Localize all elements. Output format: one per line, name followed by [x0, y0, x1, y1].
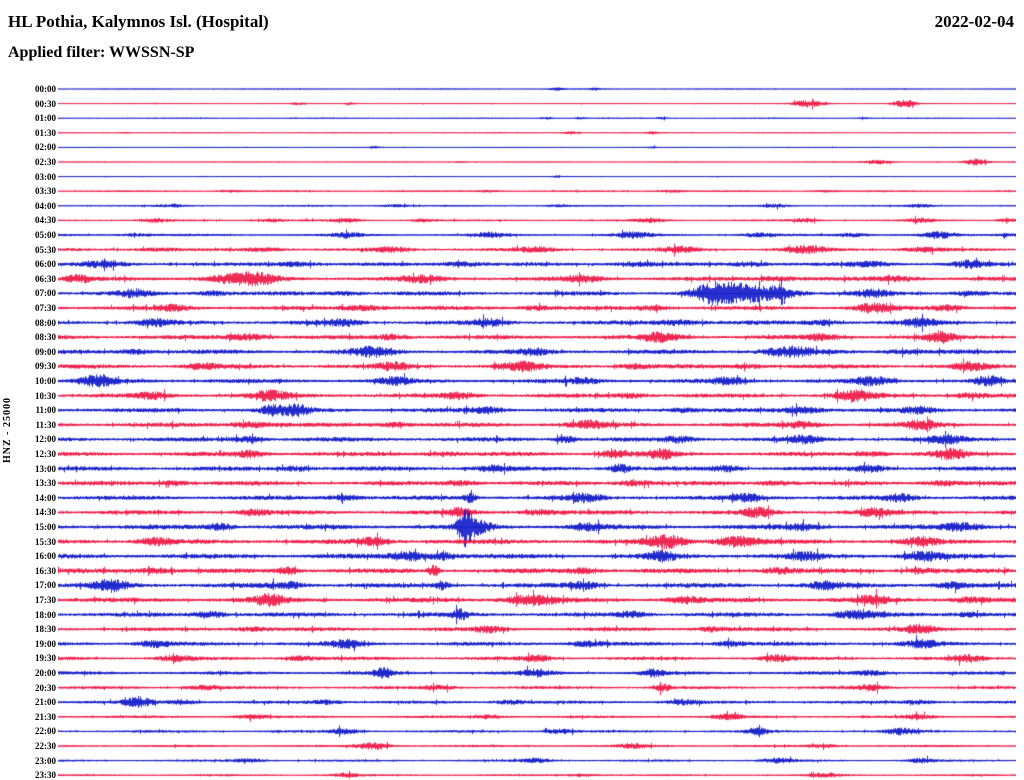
time-label: 03:00	[35, 171, 56, 182]
time-label: 13:30	[35, 478, 56, 489]
time-label: 17:30	[35, 595, 56, 605]
time-label: 16:30	[35, 565, 56, 576]
time-label: 05:30	[35, 244, 56, 255]
time-label: 12:00	[35, 434, 56, 445]
time-label: 23:00	[35, 755, 56, 766]
time-label: 23:30	[35, 770, 56, 780]
time-label: 09:00	[35, 346, 56, 357]
time-label: 10:00	[35, 376, 56, 386]
station-title: HL Pothia, Kalymnos Isl. (Hospital)	[8, 12, 269, 31]
time-label: 19:30	[35, 653, 56, 664]
time-label: 11:00	[35, 405, 56, 416]
date-label: 2022-02-04	[934, 12, 1014, 31]
time-label: 07:00	[35, 288, 56, 299]
time-label: 04:30	[35, 215, 56, 226]
time-label: 16:00	[35, 551, 56, 562]
time-label: 15:00	[35, 522, 56, 532]
time-label: 18:30	[35, 624, 56, 635]
time-label: 08:00	[35, 317, 56, 328]
time-label: 02:30	[35, 157, 56, 167]
time-label: 00:30	[35, 98, 56, 109]
time-label: 11:30	[35, 419, 56, 430]
time-label: 22:30	[35, 741, 56, 751]
time-label: 22:00	[35, 726, 56, 737]
time-label: 02:00	[35, 142, 56, 153]
time-label: 15:30	[35, 536, 56, 547]
time-label: 21:00	[35, 697, 56, 708]
time-label: 10:30	[35, 390, 56, 401]
time-label: 05:00	[35, 230, 56, 240]
time-label: 12:30	[35, 449, 56, 459]
time-label: 19:00	[35, 638, 56, 649]
time-label: 14:00	[35, 492, 56, 503]
time-label: 04:00	[35, 200, 56, 211]
time-label: 17:00	[35, 580, 56, 591]
time-label: 09:30	[35, 361, 56, 372]
time-label: 06:00	[35, 259, 56, 270]
time-label: 01:30	[35, 127, 56, 138]
time-label: 21:30	[35, 711, 56, 722]
time-label: 08:30	[35, 332, 56, 343]
time-label: 03:30	[35, 186, 56, 197]
time-label: 01:00	[35, 113, 56, 124]
time-label: 13:00	[35, 463, 56, 474]
time-label: 20:30	[35, 682, 56, 693]
filter-label: Applied filter: WWSSN-SP	[8, 44, 195, 61]
time-label: 07:30	[35, 303, 56, 313]
time-label: 14:30	[35, 507, 56, 518]
helicorder-canvas	[58, 80, 1016, 780]
time-label: 00:00	[35, 84, 56, 94]
time-label: 18:00	[35, 609, 56, 620]
time-label: 20:00	[35, 668, 56, 678]
time-label: 06:30	[35, 273, 56, 284]
